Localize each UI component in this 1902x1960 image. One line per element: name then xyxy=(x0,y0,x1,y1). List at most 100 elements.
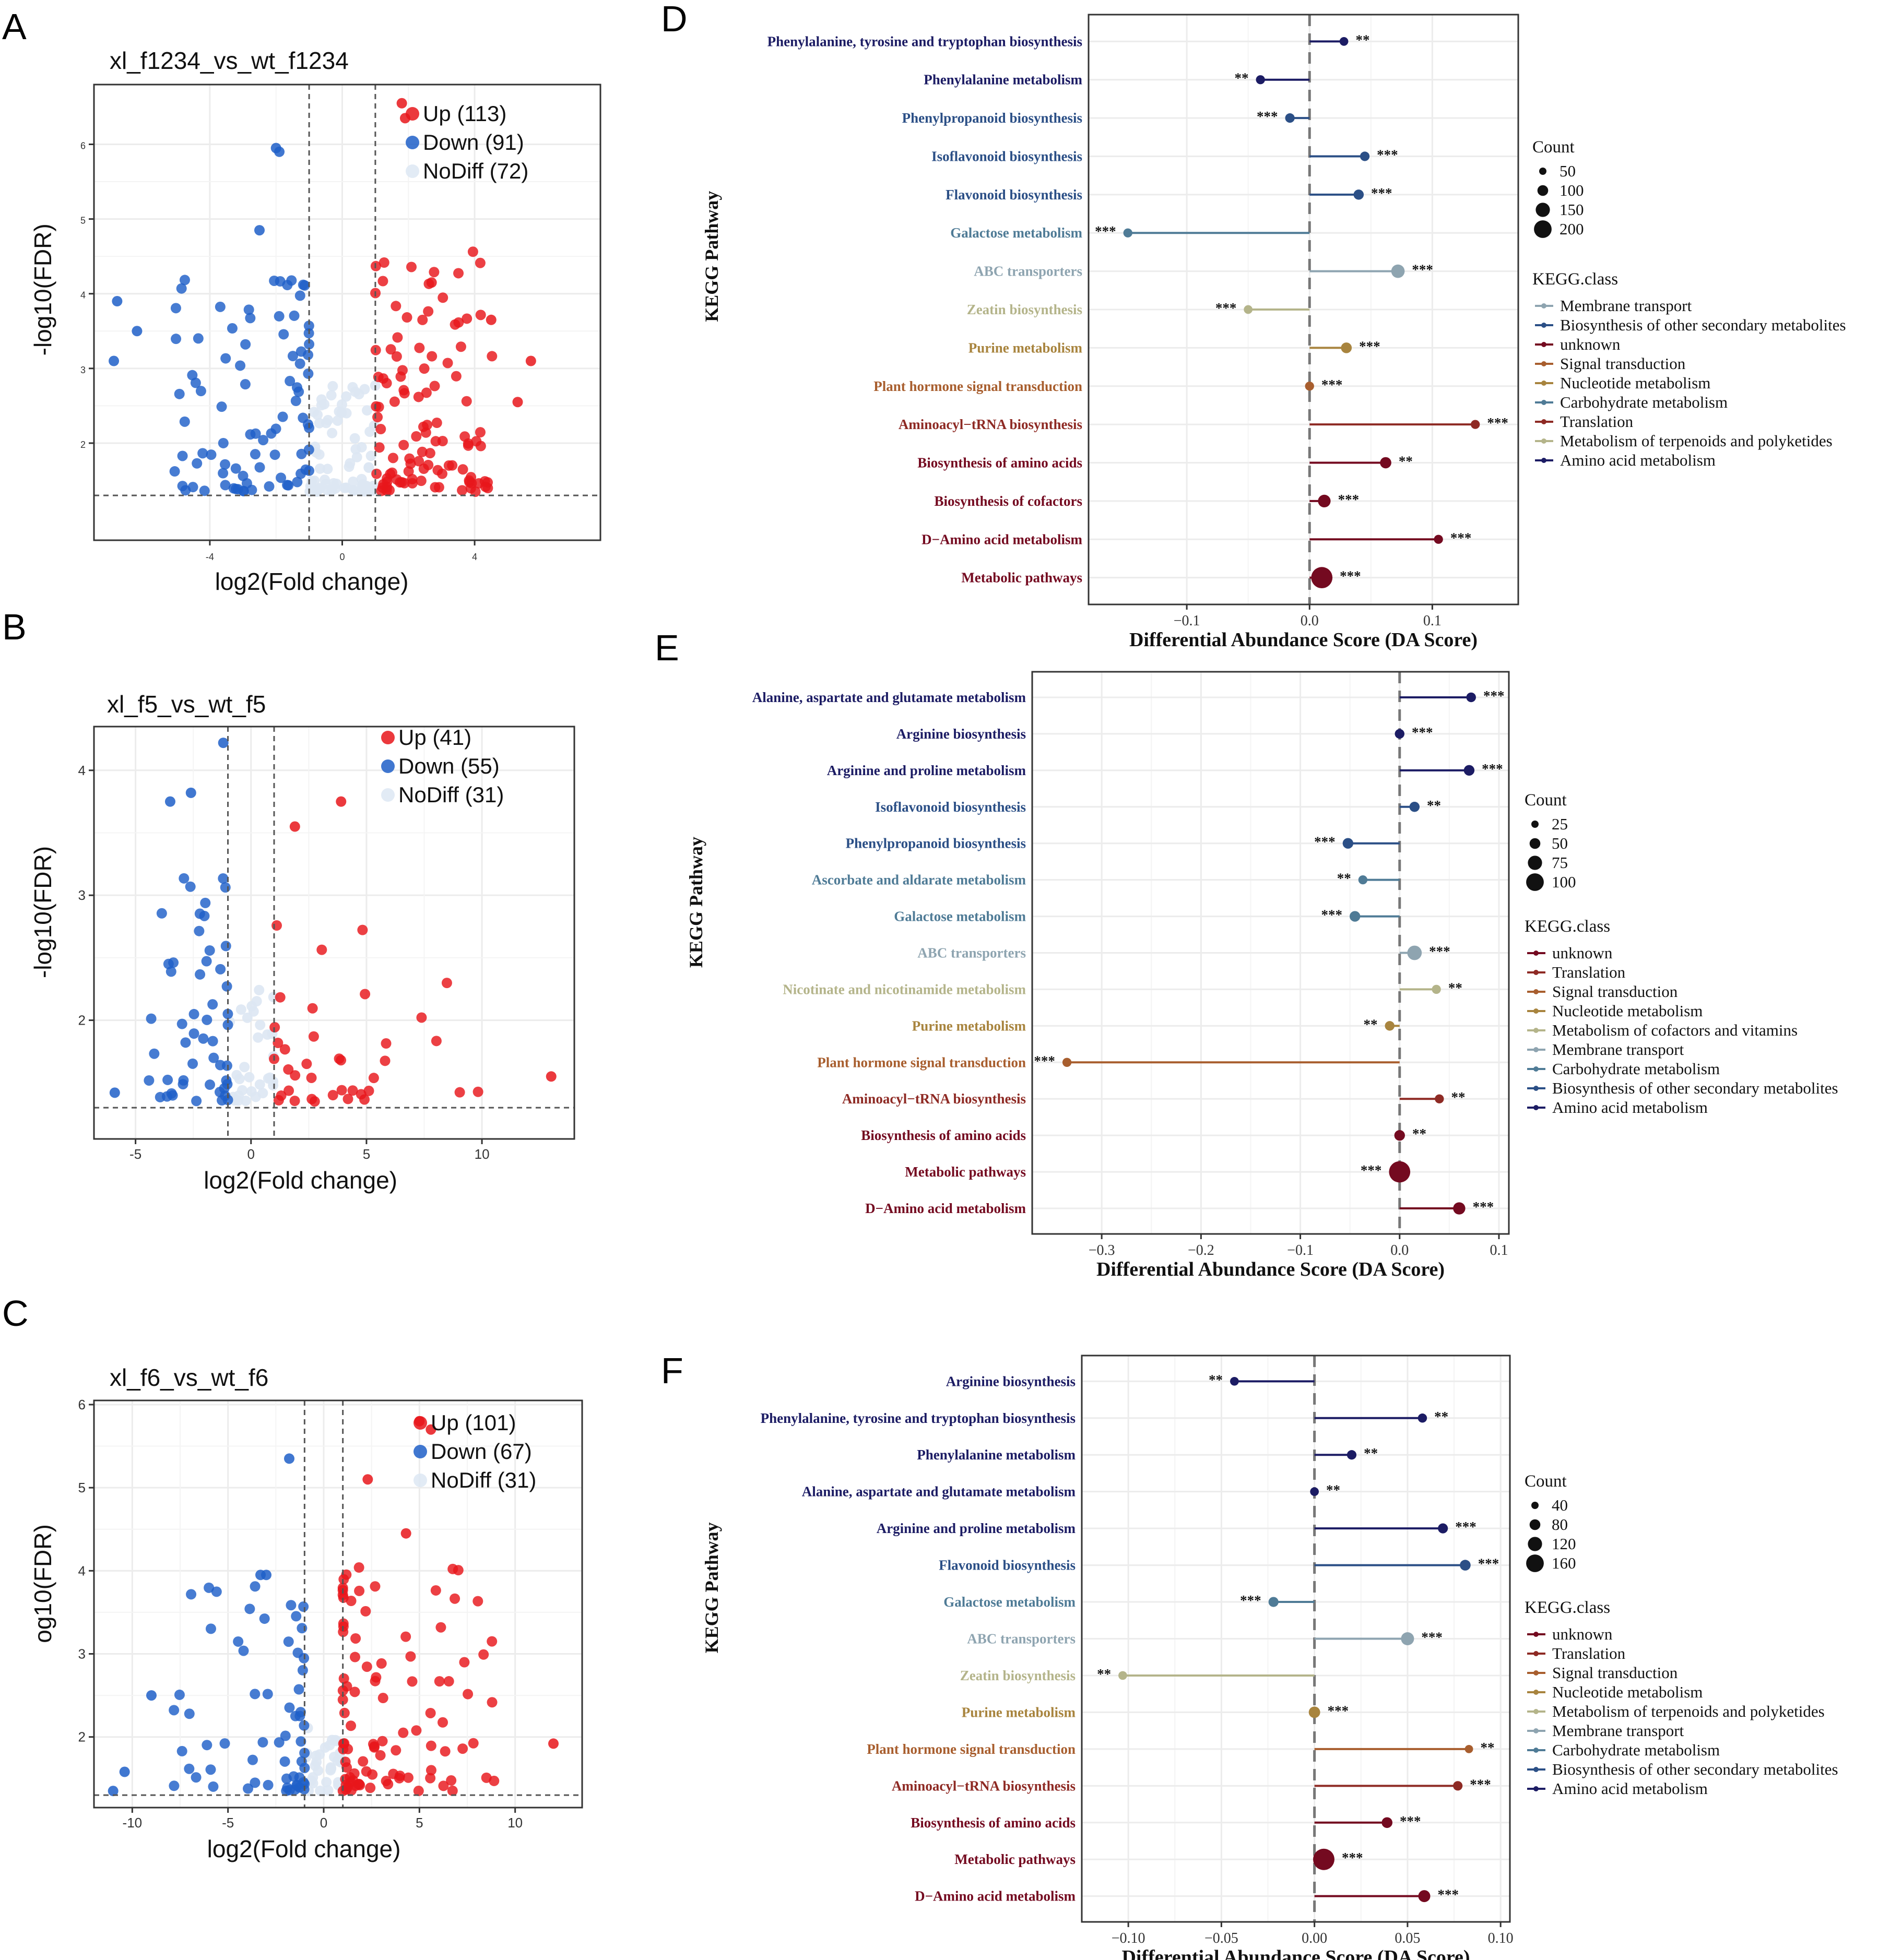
count-legend-label: 40 xyxy=(1552,1496,1568,1514)
up-point xyxy=(368,1073,379,1084)
significance-marker: *** xyxy=(1470,1776,1491,1792)
up-point xyxy=(455,341,466,352)
up-point xyxy=(482,477,493,488)
up-point xyxy=(340,1756,351,1767)
up-point xyxy=(308,1031,319,1042)
up-point xyxy=(450,319,460,330)
up-point xyxy=(372,412,383,423)
up-point xyxy=(337,1786,348,1797)
pathway-label: Purine metabolism xyxy=(962,1704,1076,1720)
down-point xyxy=(202,1740,212,1751)
up-point xyxy=(463,440,474,451)
pathway-row: Isoflavonoid biosynthesis *** xyxy=(931,147,1398,164)
down-point xyxy=(204,1582,215,1593)
pathway-label: Phenylalanine, tyrosine and tryptophan b… xyxy=(761,1410,1076,1426)
pathway-row: Phenylalanine, tyrosine and tryptophan b… xyxy=(767,32,1370,49)
pathway-dot xyxy=(1349,911,1361,922)
down-point xyxy=(293,1684,304,1695)
count-legend-dot xyxy=(1529,838,1541,849)
up-point xyxy=(362,1474,373,1485)
up-point xyxy=(453,268,464,279)
class-legend-label: Translation xyxy=(1560,412,1634,431)
down-point xyxy=(109,355,120,366)
up-point xyxy=(462,313,472,324)
pathway-dot xyxy=(1463,765,1475,776)
down-point xyxy=(216,401,227,412)
class-legend-dot xyxy=(1533,1066,1539,1072)
pathway-label: Phenylpropanoid biosynthesis xyxy=(846,836,1026,851)
class-legend-label: unknown xyxy=(1552,944,1613,962)
down-point xyxy=(303,368,314,379)
up-point xyxy=(378,479,389,490)
significance-marker: ** xyxy=(1364,1445,1378,1461)
legend-down-label: Down (91) xyxy=(423,130,524,155)
up-point xyxy=(478,1649,489,1660)
pathway-dot xyxy=(1471,420,1480,429)
significance-marker: *** xyxy=(1473,1199,1494,1215)
down-point xyxy=(282,480,293,491)
up-point xyxy=(350,1633,361,1644)
up-point xyxy=(486,314,497,325)
class-legend-dot xyxy=(1533,1632,1539,1637)
x-tick-label: -10 xyxy=(123,1815,143,1831)
up-point xyxy=(401,312,412,323)
up-point xyxy=(385,344,396,355)
pathway-dot xyxy=(1381,1817,1392,1828)
down-point xyxy=(278,329,289,340)
nodiff-point xyxy=(349,433,360,444)
down-point xyxy=(193,333,204,344)
legend: Up (41) Down (55) NoDiff (31) xyxy=(381,725,504,807)
pathway-row: Metabolic pathways *** xyxy=(961,567,1361,589)
count-legend-dot xyxy=(1526,873,1544,891)
pathway-dot xyxy=(1341,342,1352,353)
class-legend-dot xyxy=(1541,381,1546,386)
nodiff-point xyxy=(336,407,347,418)
up-point xyxy=(405,1651,416,1662)
pathway-label: Purine metabolism xyxy=(912,1018,1026,1034)
data-points xyxy=(109,738,557,1107)
down-point xyxy=(187,1058,198,1069)
down-point xyxy=(219,1738,230,1749)
y-tick-label: 2 xyxy=(78,1729,86,1745)
pathway-label: Biosynthesis of amino acids xyxy=(917,455,1082,471)
pathway-label: Aminoacyl−tRNA biosynthesis xyxy=(842,1091,1026,1107)
class-legend-label: Biosynthesis of other secondary metaboli… xyxy=(1552,1079,1838,1097)
plot-frame xyxy=(93,726,575,1140)
up-point xyxy=(365,1783,376,1793)
up-point xyxy=(338,1673,349,1684)
up-point xyxy=(461,396,472,407)
legend-up-label: Up (41) xyxy=(398,725,471,750)
x-axis-label: Differential Abundance Score (DA Score) xyxy=(1129,629,1478,651)
down-point xyxy=(162,1074,173,1085)
down-point xyxy=(220,353,231,364)
plot-title: xl_f1234_vs_wt_f1234 xyxy=(110,47,349,74)
up-point xyxy=(454,1087,465,1098)
pathway-label: Zeatin biosynthesis xyxy=(967,302,1082,317)
up-point xyxy=(360,1606,371,1617)
count-legend-dot xyxy=(1535,203,1550,217)
up-point xyxy=(273,1037,283,1048)
pathway-label: Aminoacyl−tRNA biosynthesis xyxy=(892,1778,1076,1793)
x-tick-label: 0.1 xyxy=(1490,1242,1508,1258)
down-point xyxy=(222,1008,233,1019)
class-legend-dot xyxy=(1541,400,1546,405)
y-axis-label: -log10(FDR) xyxy=(29,223,56,355)
y-tick-label: 3 xyxy=(80,365,86,375)
pathway-dot xyxy=(1311,567,1333,589)
down-point xyxy=(179,416,190,427)
up-point xyxy=(414,456,424,467)
up-point xyxy=(346,1720,357,1731)
x-tick-label: 10 xyxy=(475,1146,490,1162)
y-tick-label: 5 xyxy=(78,1480,86,1495)
nodiff-point xyxy=(359,486,370,497)
down-point xyxy=(207,1036,218,1047)
up-point xyxy=(389,396,400,407)
x-axis-label: log2(Fold change) xyxy=(215,568,409,595)
up-point xyxy=(413,391,424,402)
legend: Up (101) Down (67) NoDiff (31) xyxy=(414,1410,536,1492)
y-tick-label: 2 xyxy=(80,439,86,450)
down-point xyxy=(284,1702,295,1713)
down-point xyxy=(276,472,287,483)
up-point xyxy=(407,1676,418,1687)
significance-marker: ** xyxy=(1209,1372,1223,1387)
